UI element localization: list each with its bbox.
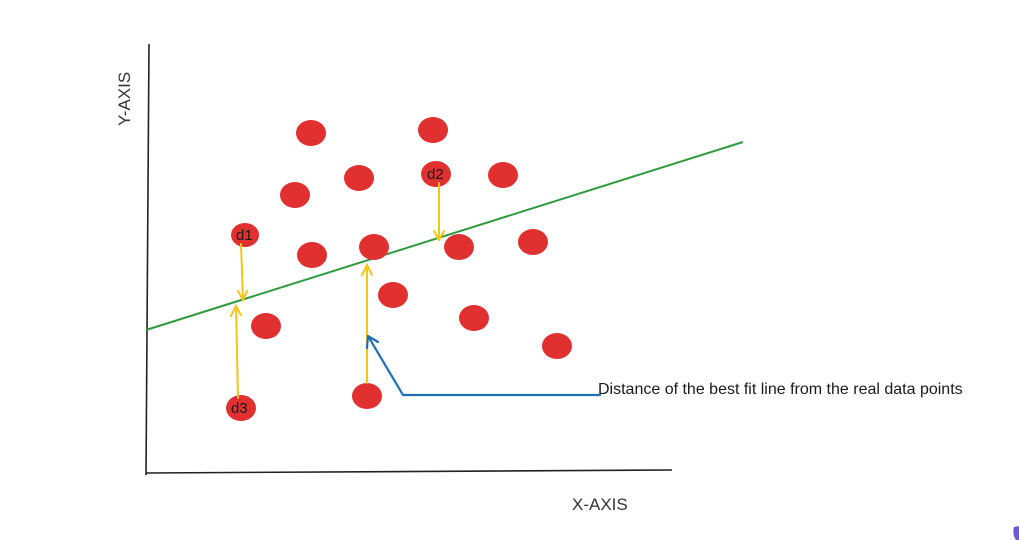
data-point — [359, 234, 389, 260]
distance-arrow-d1 — [237, 243, 248, 303]
data-point — [488, 162, 518, 188]
data-point — [378, 282, 408, 308]
distance-arrow-d2 — [433, 182, 445, 243]
y-axis — [145, 43, 150, 476]
annotation-text: Distance of the best fit line from the r… — [598, 381, 963, 398]
data-point — [459, 305, 489, 331]
label-d3: d3 — [231, 400, 248, 417]
data-point-d1 — [231, 223, 259, 247]
distance-arrows — [230, 182, 445, 399]
distance-arrow-d3 — [230, 303, 242, 399]
data-point — [542, 333, 572, 359]
data-point-d3 — [226, 395, 256, 421]
annotation-arrow — [365, 334, 602, 397]
data-point — [418, 117, 448, 143]
x-axis — [145, 469, 673, 474]
data-point — [296, 120, 326, 146]
y-axis-title: Y-AXIS — [115, 72, 134, 126]
x-axis-title: X-AXIS — [572, 495, 628, 514]
corner-mark — [1013, 526, 1019, 540]
data-point — [251, 313, 281, 339]
distance-arrow-middle — [361, 262, 373, 384]
data-point — [344, 165, 374, 191]
data-point — [352, 383, 382, 409]
data-point — [444, 234, 474, 260]
data-point-d2 — [421, 161, 451, 187]
label-d1: d1 — [236, 227, 253, 244]
best-fit-line — [145, 141, 744, 331]
data-point — [518, 229, 548, 255]
label-d2: d2 — [427, 166, 444, 183]
data-point — [297, 242, 327, 268]
data-point — [280, 182, 310, 208]
data-points — [226, 117, 572, 421]
